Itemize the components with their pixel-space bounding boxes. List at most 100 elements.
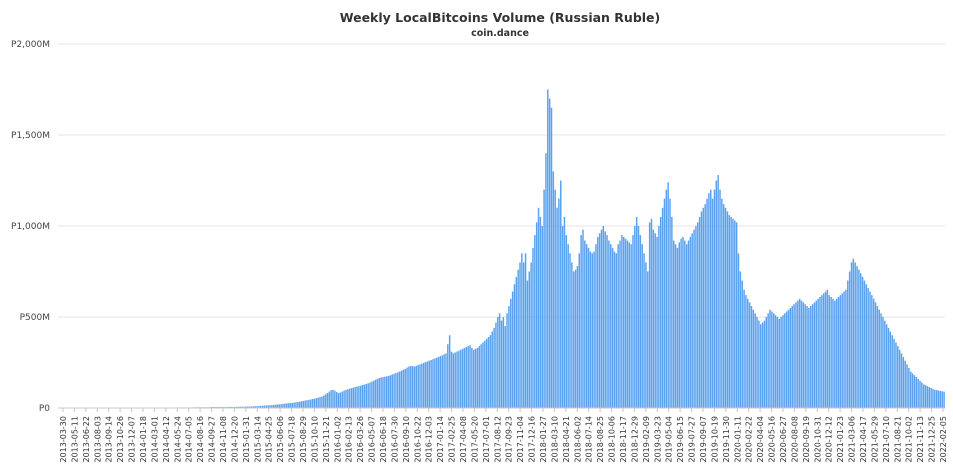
- bar: [382, 377, 384, 408]
- bar: [430, 359, 432, 408]
- x-tick-label: 2016-01-02: [333, 416, 342, 463]
- bar: [908, 367, 910, 408]
- bar: [622, 236, 625, 408]
- y-tick-label: P0: [39, 404, 50, 414]
- bar: [472, 349, 475, 408]
- bar: [741, 280, 743, 408]
- bar: [310, 399, 312, 408]
- bar: [565, 235, 568, 408]
- bar: [439, 356, 442, 408]
- bar: [276, 404, 279, 408]
- bar: [687, 240, 690, 408]
- bar: [756, 317, 758, 408]
- bar: [498, 313, 501, 408]
- bar: [750, 306, 753, 408]
- bar: [887, 327, 890, 408]
- bar: [285, 403, 288, 408]
- x-tick-label: 2021-04-17: [859, 416, 868, 463]
- x-tick-label: 2015-06-06: [276, 416, 285, 463]
- x-tick-label: 2017-07-01: [482, 416, 491, 463]
- bar: [469, 345, 471, 408]
- bar: [624, 238, 627, 408]
- bar: [337, 393, 340, 408]
- bar: [737, 253, 740, 408]
- bar: [508, 306, 510, 408]
- bar: [228, 406, 231, 408]
- bar: [571, 262, 573, 408]
- bar: [891, 335, 893, 408]
- x-tick-label: 2019-03-23: [653, 416, 662, 463]
- bar: [839, 295, 842, 408]
- bar: [867, 287, 869, 408]
- bar: [341, 391, 343, 408]
- bar: [785, 311, 788, 408]
- bar: [445, 353, 447, 408]
- bar: [298, 401, 301, 408]
- bar: [684, 240, 686, 408]
- bar: [715, 180, 718, 408]
- bar: [410, 365, 412, 408]
- bar: [919, 380, 921, 408]
- x-tick-label: 2019-10-19: [710, 416, 719, 463]
- bar: [271, 405, 273, 408]
- bar: [885, 324, 888, 408]
- bar: [511, 291, 514, 408]
- bar: [610, 244, 612, 408]
- bar: [882, 317, 884, 408]
- bar: [297, 401, 299, 408]
- x-tick-label: 2014-04-12: [162, 416, 171, 463]
- bar: [647, 271, 649, 408]
- bar: [663, 198, 666, 408]
- x-tick-label: 2018-11-17: [619, 416, 628, 463]
- bar: [717, 175, 719, 408]
- bar: [411, 366, 414, 408]
- x-tick-label: 2014-09-27: [208, 416, 217, 463]
- bar: [428, 360, 431, 408]
- bar: [795, 302, 797, 408]
- x-tick-label: 2015-01-31: [242, 416, 251, 463]
- bar: [660, 216, 662, 408]
- bar: [900, 353, 903, 408]
- bar: [847, 280, 849, 408]
- bar: [739, 271, 742, 408]
- x-tick-label: 2016-10-22: [413, 416, 422, 463]
- bar: [263, 405, 266, 408]
- bar: [419, 364, 421, 408]
- bar: [904, 360, 906, 408]
- bar: [943, 391, 945, 408]
- bar: [543, 189, 545, 408]
- bar: [463, 347, 466, 408]
- x-tick-label: 2017-11-04: [516, 416, 525, 463]
- bar: [328, 391, 331, 408]
- bar: [597, 236, 599, 408]
- bar: [650, 218, 653, 408]
- bar: [698, 216, 701, 408]
- bar: [443, 354, 445, 408]
- bar: [530, 262, 532, 408]
- bar: [835, 298, 838, 408]
- bar: [869, 291, 871, 408]
- bar: [319, 397, 321, 408]
- bar: [732, 218, 734, 408]
- bar: [654, 233, 656, 408]
- bar: [926, 386, 929, 408]
- bar: [535, 222, 538, 408]
- bar: [415, 365, 418, 408]
- bar: [493, 327, 495, 408]
- bar: [380, 377, 382, 408]
- x-tick-label: 2021-08-21: [893, 416, 902, 463]
- x-tick-label: 2015-07-18: [288, 416, 297, 463]
- bar: [819, 296, 821, 408]
- x-tick-label: 2013-12-07: [128, 416, 137, 463]
- bar: [604, 231, 606, 408]
- bar: [513, 284, 516, 408]
- bar: [626, 240, 629, 408]
- bar: [574, 269, 577, 408]
- bar: [393, 373, 395, 408]
- bar: [704, 204, 706, 408]
- bar: [247, 406, 249, 408]
- bar: [245, 406, 247, 408]
- bar: [274, 404, 277, 408]
- bar: [782, 315, 784, 408]
- y-tick-label: P500M: [20, 313, 50, 323]
